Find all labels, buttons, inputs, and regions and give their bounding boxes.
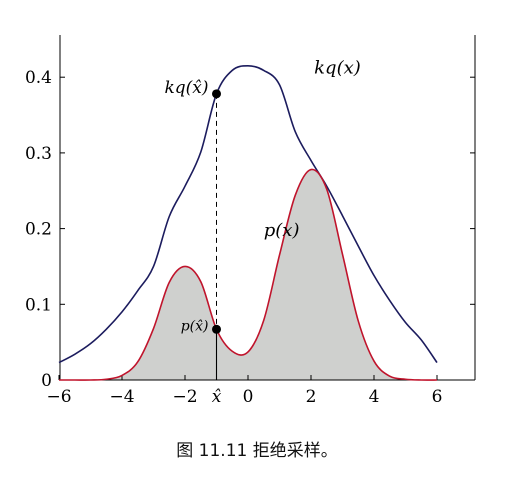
y-tick-label: 0.3 (25, 144, 52, 164)
chart-figure: 0 0.1 0.2 0.3 0.4 −6 −4 −2 0 2 4 6 x̂ kq(x̂) p(x̂) kq(x… (25, 35, 476, 407)
chart-plot-area: 0 0.1 0.2 0.3 0.4 −6 −4 −2 0 2 4 6 x̂ kq(x̂) p(x̂) kq(x… (25, 35, 476, 407)
y-tick-label: 0.2 (25, 220, 52, 240)
x-tick-label: 4 (369, 387, 380, 407)
p-hat-point (212, 324, 221, 334)
figure-caption: 图 11.11 拒绝采样。 (176, 441, 338, 461)
kq-curve (58, 65, 438, 364)
y-tick-label: 0 (41, 371, 52, 391)
x-hat-tick-label: x̂ (212, 387, 222, 407)
p-hat-label: p(x̂) (181, 318, 209, 334)
p-curve (58, 168, 438, 381)
curve-label-1: p(x) (264, 220, 300, 241)
x-tick-label: 2 (306, 387, 317, 407)
p-area-fill (59, 169, 437, 381)
curve-label-0: kq(x) (314, 57, 361, 78)
x-tick-label: 0 (243, 387, 254, 407)
kq-hat-point (212, 89, 221, 99)
x-tick-label: −6 (46, 387, 71, 407)
x-tick-label: 6 (432, 387, 443, 407)
y-tick-label: 0.4 (25, 68, 52, 88)
y-tick-label: 0.1 (25, 295, 52, 315)
x-tick-label: −2 (172, 387, 197, 407)
kq-hat-label: kq(x̂) (164, 78, 208, 98)
x-tick-label: −4 (109, 387, 134, 407)
